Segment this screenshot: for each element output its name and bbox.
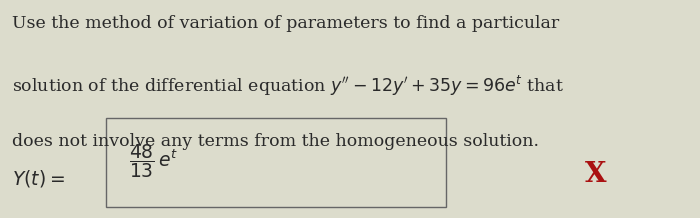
Text: $\dfrac{48}{13}\,e^t$: $\dfrac{48}{13}\,e^t$ [130,142,178,180]
Text: Use the method of variation of parameters to find a particular: Use the method of variation of parameter… [13,15,559,32]
Text: solution of the differential equation $y'' - 12y' + 35y = 96e^t$ that: solution of the differential equation $y… [13,74,564,98]
Text: does not involve any terms from the homogeneous solution.: does not involve any terms from the homo… [13,133,539,150]
Bar [106,118,446,207]
Text: X: X [585,161,607,188]
Text: $Y(t) =$: $Y(t) =$ [13,168,65,189]
